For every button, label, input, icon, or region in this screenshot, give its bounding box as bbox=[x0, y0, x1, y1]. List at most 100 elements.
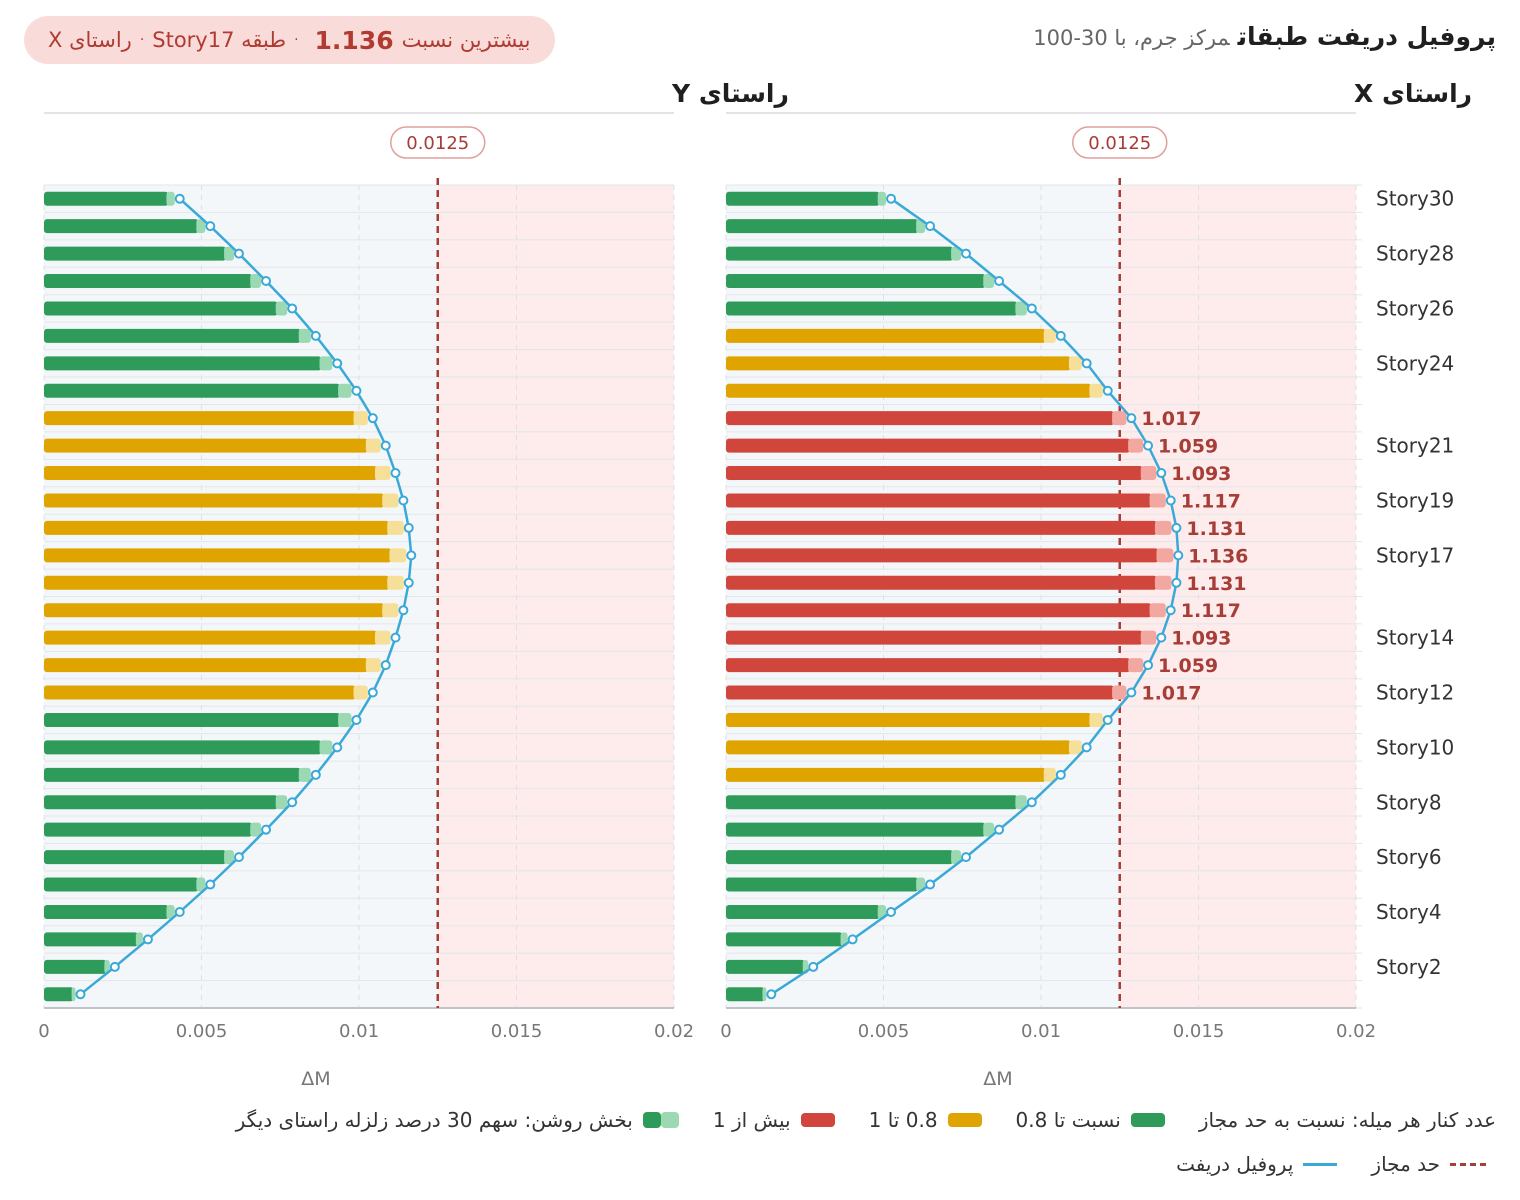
bar-Story6 bbox=[44, 850, 227, 865]
profile-point bbox=[310, 769, 321, 780]
x-tick-label: 0.015 bbox=[1173, 1021, 1225, 1042]
legend-row-2: حد مجاز پروفیل دریفت bbox=[1176, 1152, 1496, 1176]
profile-point bbox=[332, 742, 343, 753]
bar-Story18 bbox=[44, 520, 390, 535]
bar-Story16 bbox=[726, 575, 1157, 590]
story-tick-label: Story28 bbox=[1376, 242, 1454, 266]
story-tick-label: Story17 bbox=[1376, 543, 1454, 567]
ratio-label-bg bbox=[1178, 599, 1231, 622]
profile-point bbox=[380, 440, 391, 451]
profile-point bbox=[1143, 440, 1154, 451]
profile-point bbox=[174, 193, 185, 204]
bar-extra-Story9 bbox=[298, 767, 311, 782]
profile-point bbox=[1165, 605, 1176, 616]
story-tick-label: Story12 bbox=[1376, 681, 1454, 705]
profile-point bbox=[233, 852, 244, 863]
ratio-label-bg bbox=[1169, 462, 1222, 485]
bar-Story1 bbox=[726, 987, 765, 1002]
bar-extra-Story29 bbox=[196, 219, 206, 234]
bar-extra-Story26 bbox=[275, 301, 288, 316]
profile-point bbox=[1143, 660, 1154, 671]
profile-point bbox=[1026, 797, 1037, 808]
x-axis-title-x: ΔM bbox=[983, 1068, 1012, 1090]
bar-extra-Story17 bbox=[389, 548, 407, 563]
bar-Story27 bbox=[44, 274, 253, 289]
bar-Story10 bbox=[44, 740, 322, 755]
bar-Story4 bbox=[726, 904, 880, 919]
bar-Story30 bbox=[726, 191, 880, 206]
bar-Story13 bbox=[726, 658, 1131, 673]
profile-point bbox=[403, 522, 414, 533]
bar-Story22 bbox=[44, 411, 356, 426]
x-tick-label: 0 bbox=[720, 1021, 731, 1042]
profile-point bbox=[287, 303, 298, 314]
badge-story: طبقه Story17 bbox=[152, 28, 287, 52]
profile-point bbox=[390, 632, 401, 643]
bar-extra-Story25 bbox=[298, 328, 311, 343]
limit-label-box-y bbox=[390, 126, 486, 159]
profile-point bbox=[109, 961, 120, 972]
bar-extra-Story11 bbox=[1089, 712, 1103, 727]
profile-point bbox=[233, 248, 244, 259]
legend-red-swatch bbox=[800, 1113, 835, 1127]
chart-subtitle: مرکز جرم، با 30-100 bbox=[1033, 26, 1230, 50]
bar-extra-Story30 bbox=[877, 191, 887, 206]
profile-point bbox=[367, 687, 378, 698]
bar-Story17 bbox=[44, 548, 392, 563]
bar-extra-Story3 bbox=[135, 932, 143, 947]
limit-label-x: 0.0125 bbox=[1088, 133, 1151, 154]
profile-point bbox=[1102, 385, 1113, 396]
story-tick-label: Story24 bbox=[1376, 351, 1454, 375]
bar-extra-Story21 bbox=[1128, 438, 1144, 453]
bar-Story2 bbox=[726, 959, 805, 974]
profile-point bbox=[351, 714, 362, 725]
legend-ratio-mid: 0.8 تا 1 bbox=[868, 1108, 938, 1132]
bar-Story25 bbox=[44, 328, 301, 343]
profile-point bbox=[205, 879, 216, 890]
bar-extra-Story12 bbox=[1112, 685, 1127, 700]
badge-direction: راستای X bbox=[48, 28, 132, 52]
bar-extra-Story6 bbox=[224, 850, 234, 865]
bar-Story30 bbox=[44, 191, 169, 206]
profile-point bbox=[75, 989, 86, 1000]
story-tick-label: Story10 bbox=[1376, 735, 1454, 759]
profile-point bbox=[925, 879, 936, 890]
ratio-label-bg bbox=[1156, 434, 1209, 457]
profile-point bbox=[994, 276, 1005, 287]
panel-title-y: راستای Y bbox=[671, 79, 789, 108]
bar-Story20 bbox=[44, 466, 377, 481]
bar-extra-Story13 bbox=[365, 658, 381, 673]
legend-profile: پروفیل دریفت bbox=[1176, 1152, 1294, 1176]
profile-point bbox=[1156, 632, 1167, 643]
legend-ratio-high: بیش از 1 bbox=[712, 1108, 791, 1132]
story-tick-label: Story19 bbox=[1376, 488, 1454, 512]
bar-extra-Story23 bbox=[338, 383, 352, 398]
profile-point bbox=[886, 193, 897, 204]
panel-y: راستای Y 0 0.005 0.01 0.015 0.02 ΔM 0.0125 bbox=[38, 79, 789, 1090]
story-tick-label: Story2 bbox=[1376, 955, 1442, 979]
badge-separator-1: · bbox=[294, 32, 299, 48]
bar-Story29 bbox=[44, 219, 199, 234]
bar-Story27 bbox=[726, 274, 986, 289]
bar-Story12 bbox=[44, 685, 356, 700]
profile-point bbox=[261, 276, 272, 287]
profile-point bbox=[1102, 714, 1113, 725]
bar-Story7 bbox=[726, 822, 986, 837]
legend-limit: حد مجاز bbox=[1371, 1152, 1440, 1176]
bar-Story9 bbox=[726, 767, 1046, 782]
bar-extra-Story5 bbox=[916, 877, 926, 892]
profile-line-y bbox=[79, 197, 413, 996]
ratio-label-bg bbox=[1156, 654, 1209, 677]
ratio-label: 1.093 bbox=[1171, 628, 1231, 650]
bar-Story3 bbox=[44, 932, 138, 947]
profile-point bbox=[1165, 495, 1176, 506]
profile-point bbox=[847, 934, 858, 945]
legend-green-swatch bbox=[1130, 1113, 1165, 1127]
bar-Story6 bbox=[726, 850, 954, 865]
ratio-label: 1.017 bbox=[1141, 683, 1201, 705]
bar-extra-Story14 bbox=[374, 630, 391, 645]
x-tick-label: 0.005 bbox=[858, 1021, 910, 1042]
bar-extra-Story24 bbox=[1068, 356, 1082, 371]
legend-profile-swatch bbox=[1303, 1162, 1338, 1166]
